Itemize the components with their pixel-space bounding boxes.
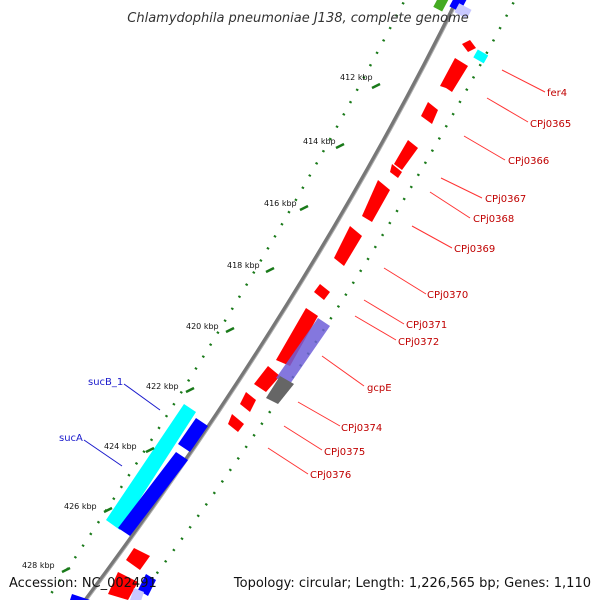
cds-suca-lower: [118, 452, 188, 536]
cds-suca-upper: [178, 418, 208, 452]
tick-label: 422 kbp: [146, 382, 179, 391]
gene-label-cpj0369: CPj0369: [454, 244, 495, 255]
cds-cpj0374: [254, 366, 280, 392]
cds-cpj0365: [440, 58, 468, 92]
cds-cpj0370: [334, 226, 362, 266]
gene-label-sucb1: sucB_1: [88, 377, 123, 388]
cds-gcpe-gray: [266, 376, 294, 404]
cds-bottom-lavender: [130, 588, 144, 600]
tick-marks: [61, 82, 381, 574]
gene-label-cpj0367: CPj0367: [485, 194, 526, 205]
cds-cpj0369: [362, 180, 390, 222]
tick-label: 424 kbp: [104, 442, 137, 451]
top-feature-green: [433, 0, 449, 12]
cds-bottom-2: [108, 572, 138, 600]
cds-bottom-1: [126, 548, 150, 570]
tick-label: 412 kbp: [340, 73, 373, 82]
top-feature-lavender: [454, 3, 472, 19]
cds-cpj0375: [240, 392, 256, 412]
gene-label-fer4: fer4: [547, 88, 567, 99]
cds-gcpe-highlight: [276, 318, 330, 384]
forward-features: [108, 40, 489, 600]
cds-bottom-blue-1: [138, 574, 156, 596]
gene-label-cpj0375: CPj0375: [324, 447, 365, 458]
tick-label: 426 kbp: [64, 502, 97, 511]
cds-sucb1: [106, 404, 196, 530]
inner-dotted-ring: [45, 0, 407, 600]
genome-summary-text: Topology: circular; Length: 1,226,565 bp…: [233, 576, 591, 591]
gene-label-suca: sucA: [59, 433, 83, 444]
gene-label-cpj0376: CPj0376: [310, 470, 351, 481]
tick-labels: 412 kbp 414 kbp 416 kbp 418 kbp 420 kbp …: [22, 73, 373, 570]
gene-label-cpj0372: CPj0372: [398, 337, 439, 348]
gene-label-cpj0370: CPj0370: [427, 290, 468, 301]
tick-label: 428 kbp: [22, 561, 55, 570]
cds-bottom-blue-2: [70, 594, 90, 600]
cds-cpj0371: [314, 284, 330, 300]
tick-label: 420 kbp: [186, 322, 219, 331]
gene-label-cpj0365: CPj0365: [530, 119, 571, 130]
cds-fer4-upstream: [462, 40, 476, 52]
accession-text: Accession: NC_002491: [9, 576, 157, 591]
label-leaders: [267, 69, 546, 475]
cds-cpj0376: [228, 414, 244, 432]
gene-label-cpj0366: CPj0366: [508, 156, 549, 167]
tick-label: 414 kbp: [303, 137, 336, 146]
gene-labels: fer4 CPj0365 CPj0366 CPj0367 CPj0368 CPj…: [59, 88, 571, 481]
gene-label-cpj0374: CPj0374: [341, 423, 382, 434]
genome-backbone: [82, 0, 460, 600]
gene-label-gcpe: gcpE: [367, 383, 392, 394]
tick-label: 416 kbp: [264, 199, 297, 208]
cds-cpj0367: [394, 140, 418, 170]
cds-cpj0368: [390, 164, 402, 178]
map-title: Chlamydophila pneumoniae J138, complete …: [127, 11, 468, 26]
label-leaders-blue: [83, 383, 161, 467]
gene-label-cpj0368: CPj0368: [473, 214, 514, 225]
cds-fer4: [473, 49, 489, 64]
gene-label-cpj0371: CPj0371: [406, 320, 447, 331]
cds-cpj0366: [421, 102, 438, 124]
tick-label: 418 kbp: [227, 261, 260, 270]
cds-cpj0372: [276, 308, 318, 366]
